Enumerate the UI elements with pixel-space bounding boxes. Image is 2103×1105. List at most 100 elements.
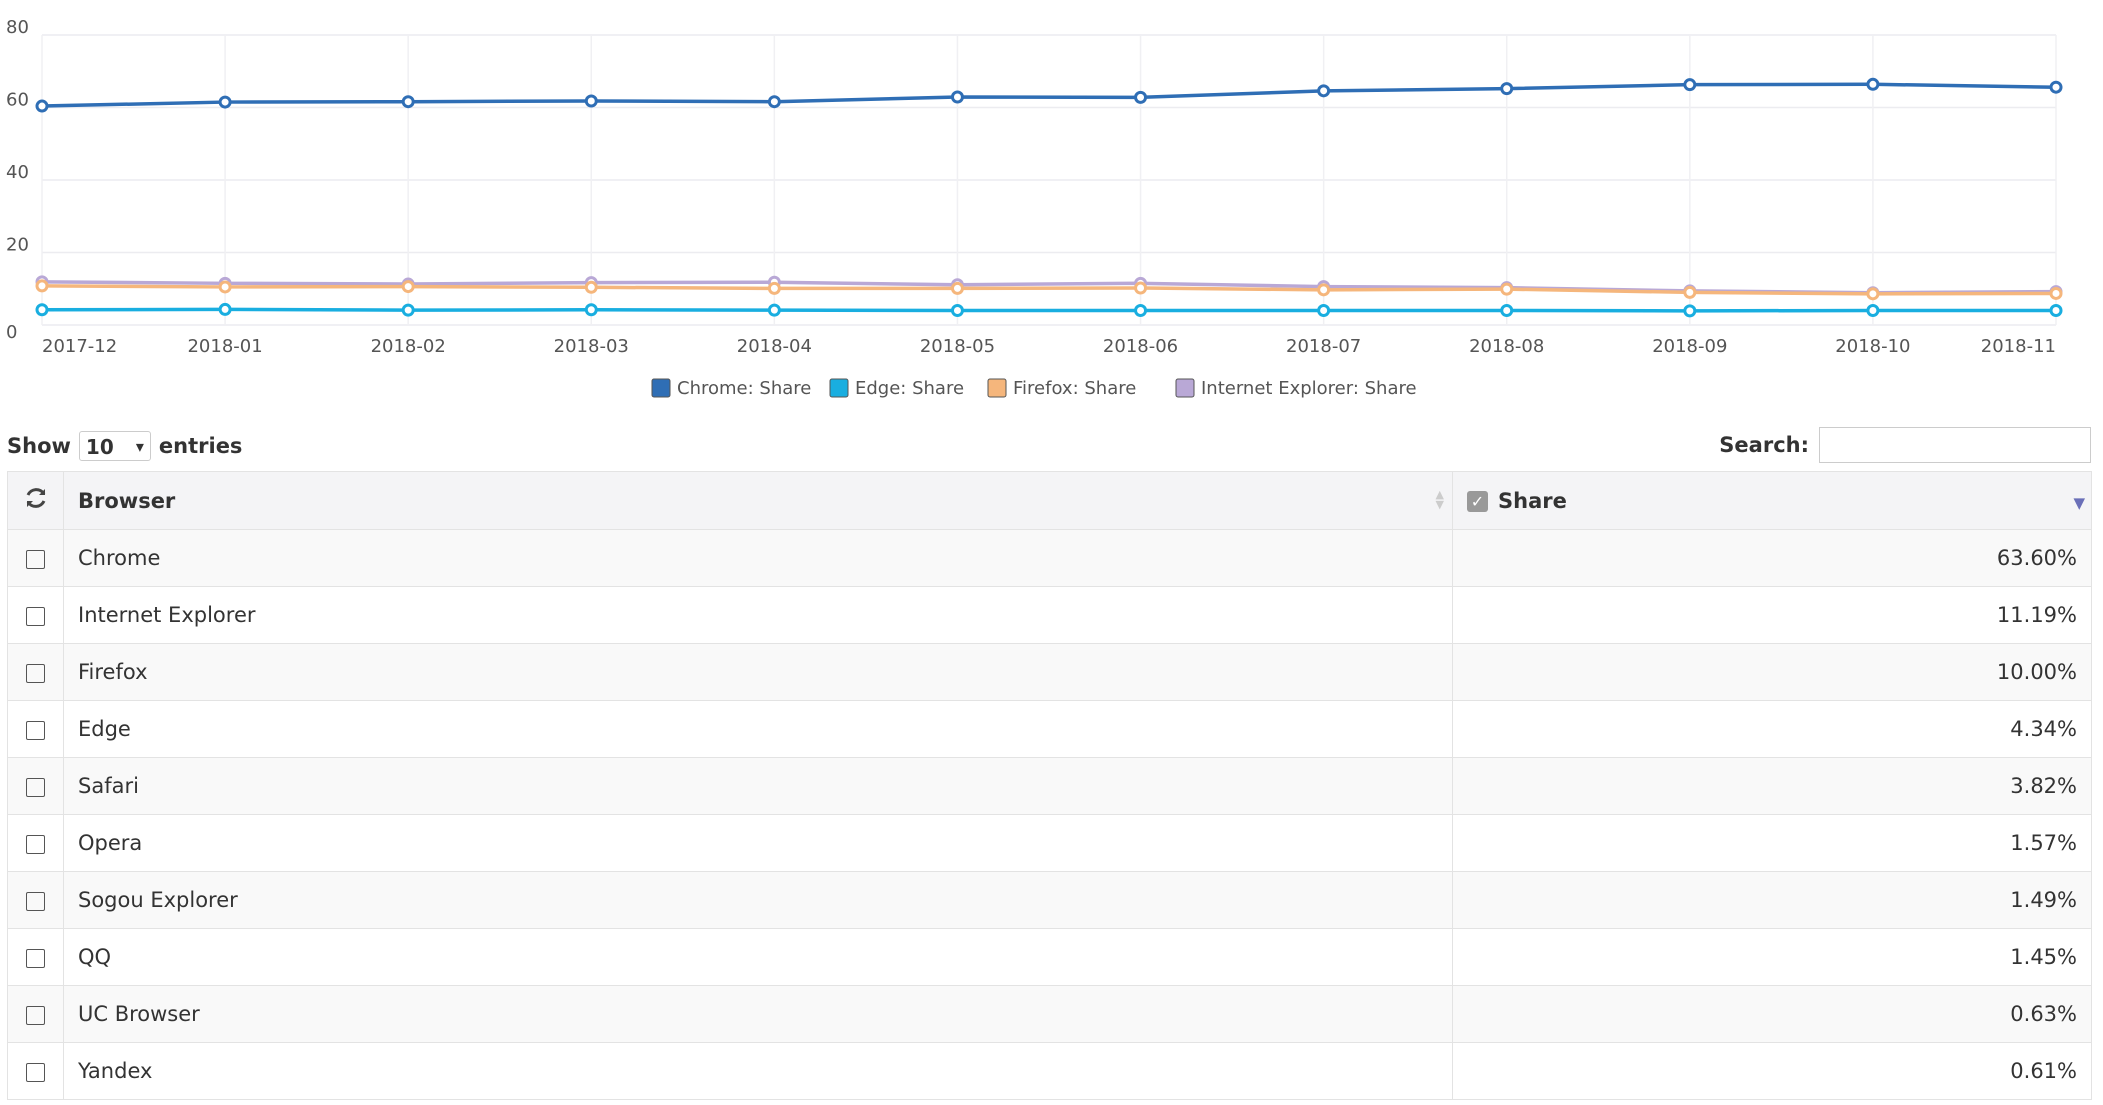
browser-header[interactable]: Browser ▲ ▼ <box>63 471 1453 530</box>
table-controls: Show 10 entries Search: <box>7 425 2091 465</box>
page-size-control: Show 10 entries <box>7 431 243 462</box>
share-cell: 1.45% <box>1452 928 2092 986</box>
table-row: Opera 1.57% <box>7 814 2092 872</box>
table-row: Edge 4.34% <box>7 700 2092 758</box>
share-cell: 4.34% <box>1452 700 2092 758</box>
column-header: Browser <box>78 488 176 513</box>
table-row: Sogou Explorer 1.49% <box>7 871 2092 929</box>
column-header: Share <box>1498 488 1567 513</box>
y-tick-label: 60 <box>6 90 29 111</box>
share-cell: 10.00% <box>1452 643 2092 701</box>
share-cell: 0.63% <box>1452 985 2092 1043</box>
legend-swatch <box>987 378 1007 398</box>
legend-label: Firefox: Share <box>1013 378 1136 399</box>
data-point <box>218 95 232 109</box>
search-label: Search: <box>1719 433 1809 457</box>
table-row: QQ 1.45% <box>7 928 2092 986</box>
x-tick-label: 2018-10 <box>1835 336 1910 357</box>
data-point <box>767 303 781 317</box>
data-point <box>1317 84 1331 98</box>
legend-swatch <box>651 378 671 398</box>
refresh-header[interactable] <box>7 471 64 530</box>
browser-cell: Edge <box>63 700 1453 758</box>
share-cell: 11.19% <box>1452 586 2092 644</box>
data-point <box>35 99 49 113</box>
share-cell: 0.61% <box>1452 1042 2092 1100</box>
data-point <box>584 303 598 317</box>
select-cell <box>7 643 64 701</box>
share-cell: 1.49% <box>1452 871 2092 929</box>
y-tick-label: 20 <box>6 235 29 256</box>
data-point <box>218 302 232 316</box>
y-tick-label: 80 <box>6 17 29 38</box>
select-cell <box>7 757 64 815</box>
select-cell <box>7 871 64 929</box>
row-checkbox[interactable] <box>26 891 45 911</box>
select-cell <box>7 985 64 1043</box>
select-cell <box>7 928 64 986</box>
chart: 0 20 40 60 80 2017-12 2018-01 2018-02 2018-03 201… <box>6 17 2063 399</box>
entries-label: entries <box>158 434 243 458</box>
data-point <box>1866 304 1880 317</box>
row-checkbox[interactable] <box>26 720 45 740</box>
data-point <box>1134 304 1148 317</box>
row-checkbox[interactable] <box>26 1005 45 1025</box>
browser-cell: Chrome <box>63 529 1453 587</box>
browser-cell: Safari <box>63 757 1453 815</box>
table-body: Chrome 63.60% Internet Explorer 11.19% Firef… <box>7 529 2092 1100</box>
y-tick-label: 0 <box>6 322 17 343</box>
table-row: Internet Explorer 11.19% <box>7 586 2092 644</box>
browser-cell: QQ <box>63 928 1453 986</box>
data-point <box>2049 80 2063 94</box>
data-point <box>1683 78 1697 92</box>
data-point <box>1500 304 1514 317</box>
browser-cell: Sogou Explorer <box>63 871 1453 929</box>
x-tick-label: 2018-03 <box>554 336 629 357</box>
data-table: Browser ▲ ▼ ✓ Share ▼ Chrome 63.60% Internet E… <box>7 471 2092 1100</box>
data-point <box>401 303 415 317</box>
row-checkbox[interactable] <box>26 606 45 626</box>
data-point <box>401 280 415 294</box>
x-tick-label: 2018-09 <box>1652 336 1727 357</box>
search-input[interactable] <box>1819 427 2091 463</box>
row-checkbox[interactable] <box>26 948 45 968</box>
data-point <box>1500 82 1514 96</box>
table-row: Yandex 0.61% <box>7 1042 2092 1100</box>
row-checkbox[interactable] <box>26 549 45 569</box>
data-point <box>767 281 781 295</box>
x-tick-label: 2018-06 <box>1103 336 1178 357</box>
search-control: Search: <box>1719 427 2091 463</box>
share-cell: 1.57% <box>1452 814 2092 872</box>
data-point <box>1317 283 1331 297</box>
data-point <box>1866 77 1880 91</box>
y-tick-label: 40 <box>6 162 29 183</box>
data-point <box>584 280 598 294</box>
row-checkbox[interactable] <box>26 777 45 797</box>
header-row: Browser ▲ ▼ ✓ Share ▼ <box>7 471 2092 530</box>
data-point <box>401 95 415 109</box>
select-cell <box>7 1042 64 1100</box>
data-point <box>767 95 781 109</box>
browser-cell: Firefox <box>63 643 1453 701</box>
data-point <box>950 304 964 317</box>
share-cell: 3.82% <box>1452 757 2092 815</box>
row-checkbox[interactable] <box>26 834 45 854</box>
data-point <box>1683 285 1697 299</box>
data-point <box>1500 282 1514 296</box>
page-size-select[interactable]: 10 <box>78 431 151 462</box>
legend-swatch <box>829 378 849 398</box>
data-point <box>1866 287 1880 301</box>
data-point <box>35 279 49 293</box>
series-line <box>41 307 2056 313</box>
select-cell <box>7 586 64 644</box>
data-point <box>2049 286 2063 300</box>
legend-label: Internet Explorer: Share <box>1201 378 1417 399</box>
refresh-icon <box>26 488 45 508</box>
row-checkbox[interactable] <box>26 663 45 683</box>
share-header[interactable]: ✓ Share ▼ <box>1452 471 2092 530</box>
sort-icon: ▲ ▼ <box>1435 488 1444 511</box>
table-row: Safari 3.82% <box>7 757 2092 815</box>
show-label: Show <box>7 434 71 458</box>
row-checkbox[interactable] <box>26 1062 45 1082</box>
